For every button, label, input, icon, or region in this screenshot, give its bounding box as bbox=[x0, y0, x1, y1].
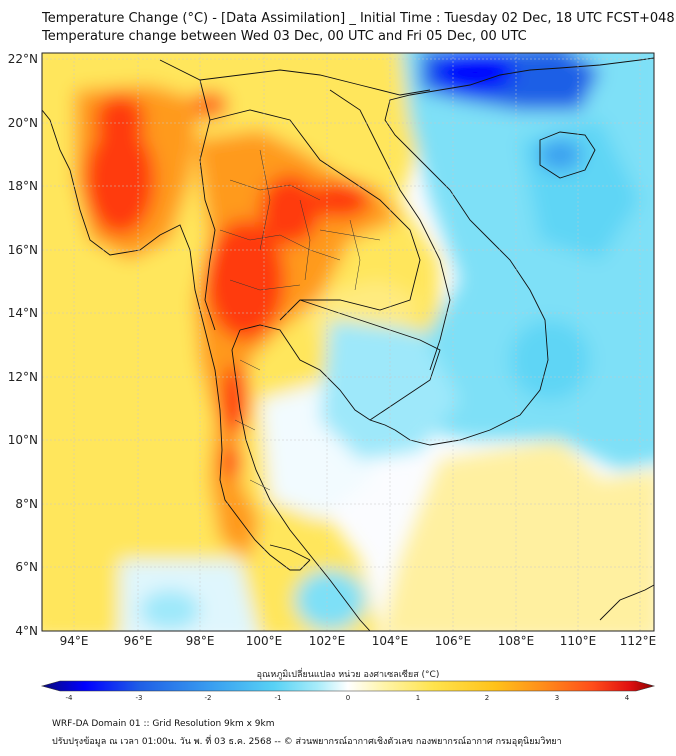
lon-label: 96°E bbox=[124, 634, 153, 648]
lat-label: 12°N bbox=[8, 370, 38, 384]
longitude-labels: 94°E 96°E 98°E 100°E 102°E 104°E 106°E 1… bbox=[60, 634, 657, 648]
lon-label: 100°E bbox=[246, 634, 283, 648]
colorbar-label: อุณหภูมิเปลี่ยนแปลง หน่วย องศาเซลเซียส (… bbox=[257, 667, 440, 680]
border-laos-vietnam bbox=[329, 89, 451, 371]
plot-frame bbox=[41, 52, 655, 632]
colorbar-ticks: -4 -3 -2 -1 0 1 2 3 4 bbox=[66, 694, 630, 702]
temperature-field bbox=[42, 53, 654, 631]
lon-label: 110°E bbox=[560, 634, 597, 648]
lat-label: 18°N bbox=[8, 179, 38, 193]
gulf-of-thailand-coastline bbox=[239, 324, 396, 431]
lat-label: 8°N bbox=[15, 497, 38, 511]
lon-label: 104°E bbox=[372, 634, 409, 648]
lon-label: 102°E bbox=[309, 634, 346, 648]
border-cambodia bbox=[299, 299, 441, 421]
lat-label: 4°N bbox=[15, 624, 38, 638]
lat-label: 16°N bbox=[8, 243, 38, 257]
hainan-island bbox=[539, 131, 596, 179]
colorbar bbox=[40, 680, 656, 692]
colorbar-tick: -2 bbox=[205, 694, 212, 702]
lat-label: 14°N bbox=[8, 306, 38, 320]
lon-label: 106°E bbox=[435, 634, 472, 648]
malay-east-coast bbox=[231, 329, 371, 631]
footer-domain-info: WRF-DA Domain 01 :: Grid Resolution 9km … bbox=[52, 719, 275, 729]
border-myanmar-thailand bbox=[199, 79, 216, 331]
borneo-coastline bbox=[599, 584, 654, 621]
border-china bbox=[159, 59, 431, 96]
border-thailand-laos bbox=[209, 109, 421, 321]
map-title-line-2: Temperature change between Wed 03 Dec, 0… bbox=[42, 29, 527, 44]
lon-label: 112°E bbox=[620, 634, 657, 648]
colorbar-tick: 2 bbox=[485, 694, 489, 702]
map-title-line-1: Temperature Change (°C) - [Data Assimila… bbox=[42, 11, 675, 26]
vietnam-coastline bbox=[384, 89, 549, 446]
lon-label: 98°E bbox=[186, 634, 215, 648]
colorbar-tick: 4 bbox=[625, 694, 630, 702]
colorbar-tick: 3 bbox=[555, 694, 559, 702]
border-malaysia bbox=[269, 544, 311, 561]
colorbar-tick: -4 bbox=[66, 694, 74, 702]
lon-label: 108°E bbox=[498, 634, 535, 648]
colorbar-tick: -3 bbox=[136, 694, 143, 702]
colorbar-tick: -1 bbox=[275, 694, 282, 702]
lat-label: 20°N bbox=[8, 116, 38, 130]
lat-label: 10°N bbox=[8, 433, 38, 447]
graticule bbox=[42, 53, 654, 631]
lon-label: 94°E bbox=[60, 634, 89, 648]
colorbar-tick: 1 bbox=[416, 694, 420, 702]
colorbar-tick: 0 bbox=[346, 694, 350, 702]
latitude-labels: 22°N 20°N 18°N 16°N 14°N 12°N 10°N 8°N 6… bbox=[8, 52, 38, 638]
footer-credit: ปรับปรุงข้อมูล ณ เวลา 01:00น. วัน พ. ที่… bbox=[52, 737, 562, 747]
china-coastline bbox=[439, 57, 654, 91]
province-borders bbox=[219, 149, 381, 491]
lat-label: 22°N bbox=[8, 52, 38, 66]
lat-label: 6°N bbox=[15, 560, 38, 574]
